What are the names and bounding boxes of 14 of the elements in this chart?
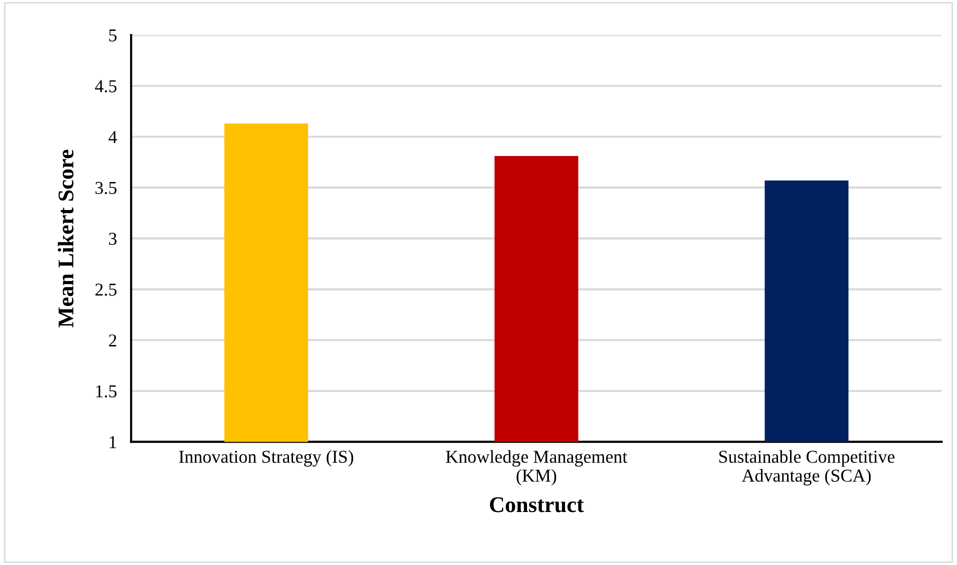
y-tick-label: 2 (108, 334, 116, 346)
y-tick-label: 3 (109, 232, 117, 245)
y-tick-label: 4.5 (95, 80, 117, 92)
y-tick-label: 5 (109, 29, 117, 42)
x-axis-title: Construct (490, 497, 584, 512)
y-tick-label: 1.5 (96, 385, 117, 398)
x-tick-label: Knowledge Management (KM) (446, 450, 628, 486)
y-tick-label: 2.5 (95, 284, 117, 296)
x-tick-label: Sustainable Competitive Advantage (SCA) (719, 450, 894, 486)
y-axis-title: Mean Likert Score (58, 150, 74, 328)
y-tick-label: 4 (108, 131, 117, 143)
y-tick-label: 3.5 (96, 182, 117, 194)
y-tick-label: 1 (110, 436, 116, 448)
x-tick-label: Innovation Strategy (IS) (179, 450, 354, 467)
